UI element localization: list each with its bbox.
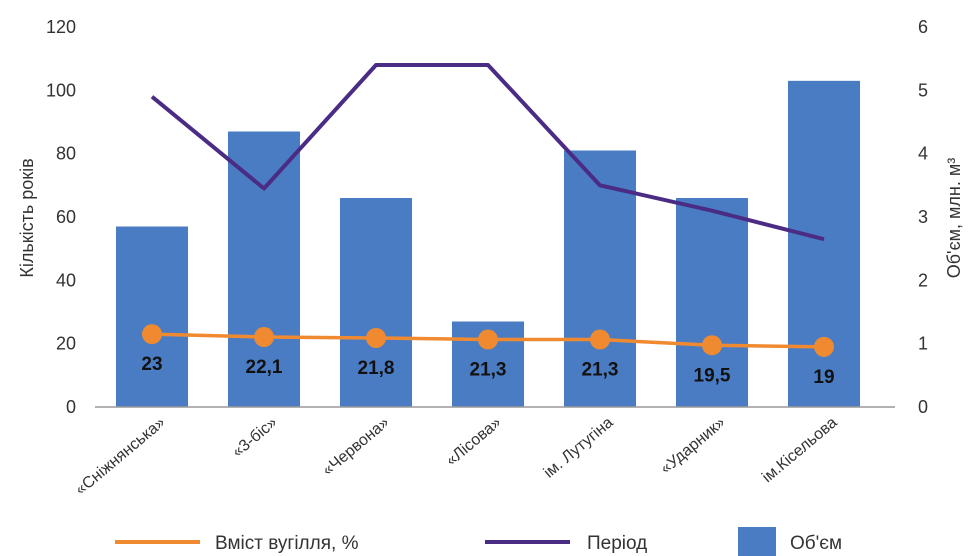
bar-volume-1: [116, 226, 188, 407]
data-label-coal-content: 21,8: [358, 358, 395, 379]
y-right-tick: 2: [918, 270, 928, 290]
point-coal-content: [478, 329, 498, 350]
y-left-tick: 0: [66, 397, 76, 417]
data-label-coal-content: 19: [813, 367, 834, 388]
x-category-label: «Червона»: [319, 414, 392, 479]
line-period: [150, 63, 825, 242]
y-right-tick: 1: [918, 334, 928, 354]
point-coal-content: [814, 336, 834, 357]
legend-label-period: Період: [587, 533, 647, 554]
bar-volume-3: [340, 198, 412, 407]
point-coal-content: [366, 327, 386, 348]
x-category-label: «3-біс»: [229, 414, 280, 461]
data-label-coal-content: 21,3: [582, 360, 619, 381]
bar-volume-5: [564, 150, 636, 407]
legend: Вміст вугілля, % Період Об'єм: [115, 527, 842, 556]
y-right-tick: 5: [918, 80, 928, 100]
legend-label-volume: Об'єм: [790, 533, 842, 554]
y-right-tick: 6: [918, 17, 928, 37]
y-left-tick: 80: [56, 144, 76, 164]
y-right-tick: 4: [918, 144, 928, 164]
x-category-label: ім.Кісельова: [759, 414, 841, 486]
y-right-tick: 0: [918, 397, 928, 417]
y-right-tick: 3: [918, 207, 928, 227]
legend-swatch-volume: [738, 527, 776, 556]
bars-layer: [116, 80, 860, 407]
legend-label-coal-content: Вміст вугілля, %: [215, 533, 359, 554]
data-label-coal-content: 22,1: [246, 357, 283, 378]
point-coal-content: [590, 329, 610, 350]
lines-layer: 23 22,1 21,8 21,3 21,3 19,5 19: [141, 63, 835, 388]
point-coal-content: [702, 335, 722, 356]
data-label-coal-content: 21,3: [470, 360, 507, 381]
y-left-tick: 120: [46, 17, 76, 37]
y-axis-left-title: Кількість років: [17, 158, 37, 277]
x-category-label: «Сніжнянська»: [72, 414, 168, 499]
point-coal-content: [254, 327, 274, 348]
data-label-coal-content: 23: [141, 354, 162, 375]
bar-volume-6: [676, 198, 748, 407]
bar-volume-7: [788, 80, 860, 407]
x-category-label: «Лісова»: [443, 414, 505, 470]
bar-volume-2: [228, 131, 300, 407]
y-left-tick: 20: [56, 334, 76, 354]
y-left-tick: 40: [56, 270, 76, 290]
y-left-tick: 100: [46, 80, 76, 100]
x-category-label: ім. Лутугіна: [541, 414, 617, 482]
point-coal-content: [142, 324, 162, 345]
y-axis-right-title: Об'єм, млн. м³: [944, 158, 964, 279]
y-left-tick: 60: [56, 207, 76, 227]
data-label-coal-content: 19,5: [694, 365, 731, 386]
x-category-label: «Ударник»: [657, 414, 728, 478]
